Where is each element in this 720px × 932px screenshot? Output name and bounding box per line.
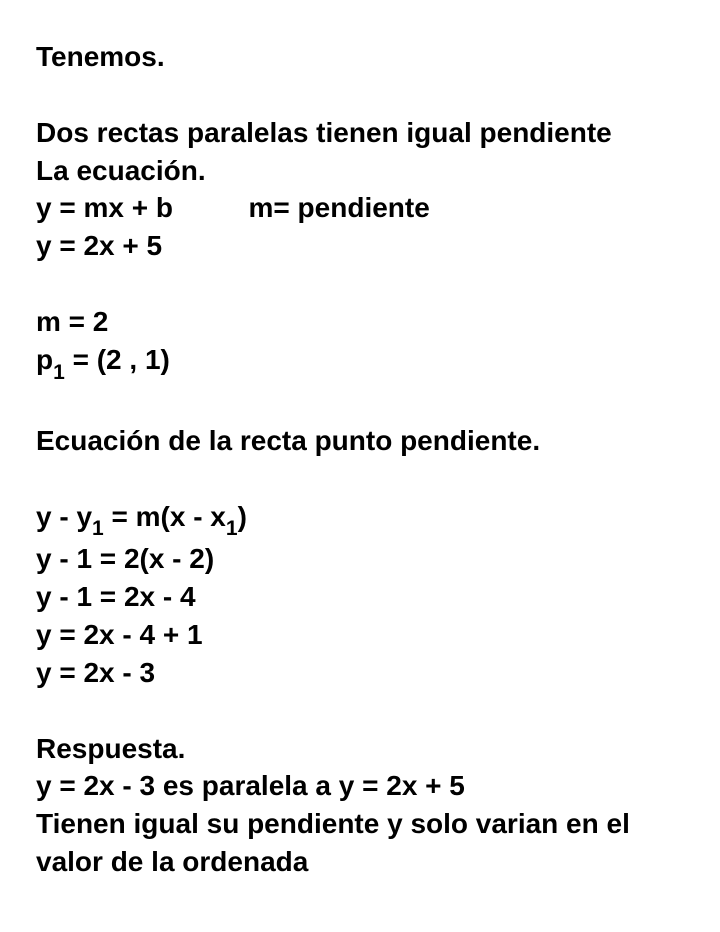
equation-part: = m(x - x [104, 501, 226, 532]
blank-line [36, 265, 684, 303]
blank-line [36, 384, 684, 422]
equation-line: m = 2 [36, 303, 684, 341]
subscript: 1 [92, 517, 104, 540]
text-line: Ecuación de la recta punto pendiente. [36, 422, 684, 460]
equation-part: y - y [36, 501, 92, 532]
text-line: y = 2x - 3 es paralela a y = 2x + 5 [36, 767, 684, 805]
document-content: Tenemos. Dos rectas paralelas tienen igu… [0, 0, 720, 919]
equation-line: y = 2x + 5 [36, 227, 684, 265]
equation-line: y = 2x - 4 + 1 [36, 616, 684, 654]
equation-part: m= pendiente [249, 192, 430, 223]
equation-part: ) [238, 501, 247, 532]
text-line: Tenemos. [36, 38, 684, 76]
equation-line: y - 1 = 2(x - 2) [36, 540, 684, 578]
equation-line: y = 2x - 3 [36, 654, 684, 692]
equation-line: y - 1 = 2x - 4 [36, 578, 684, 616]
text-line: Dos rectas paralelas tienen igual pendie… [36, 114, 684, 152]
subscript: 1 [226, 517, 238, 540]
equation-part: y = mx + b [36, 192, 173, 223]
blank-line [36, 76, 684, 114]
equation-part: = (2 , 1) [65, 344, 170, 375]
subscript: 1 [53, 361, 65, 384]
equation-line: y - y1 = m(x - x1) [36, 498, 684, 541]
blank-line [36, 692, 684, 730]
var: p [36, 344, 53, 375]
text-line: Respuesta. [36, 730, 684, 768]
equation-line: p1 = (2 , 1) [36, 341, 684, 384]
text-line: Tienen igual su pendiente y solo varian … [36, 805, 684, 881]
blank-line [36, 460, 684, 498]
equation-line: y = mx + b m= pendiente [36, 189, 684, 227]
text-line: La ecuación. [36, 152, 684, 190]
